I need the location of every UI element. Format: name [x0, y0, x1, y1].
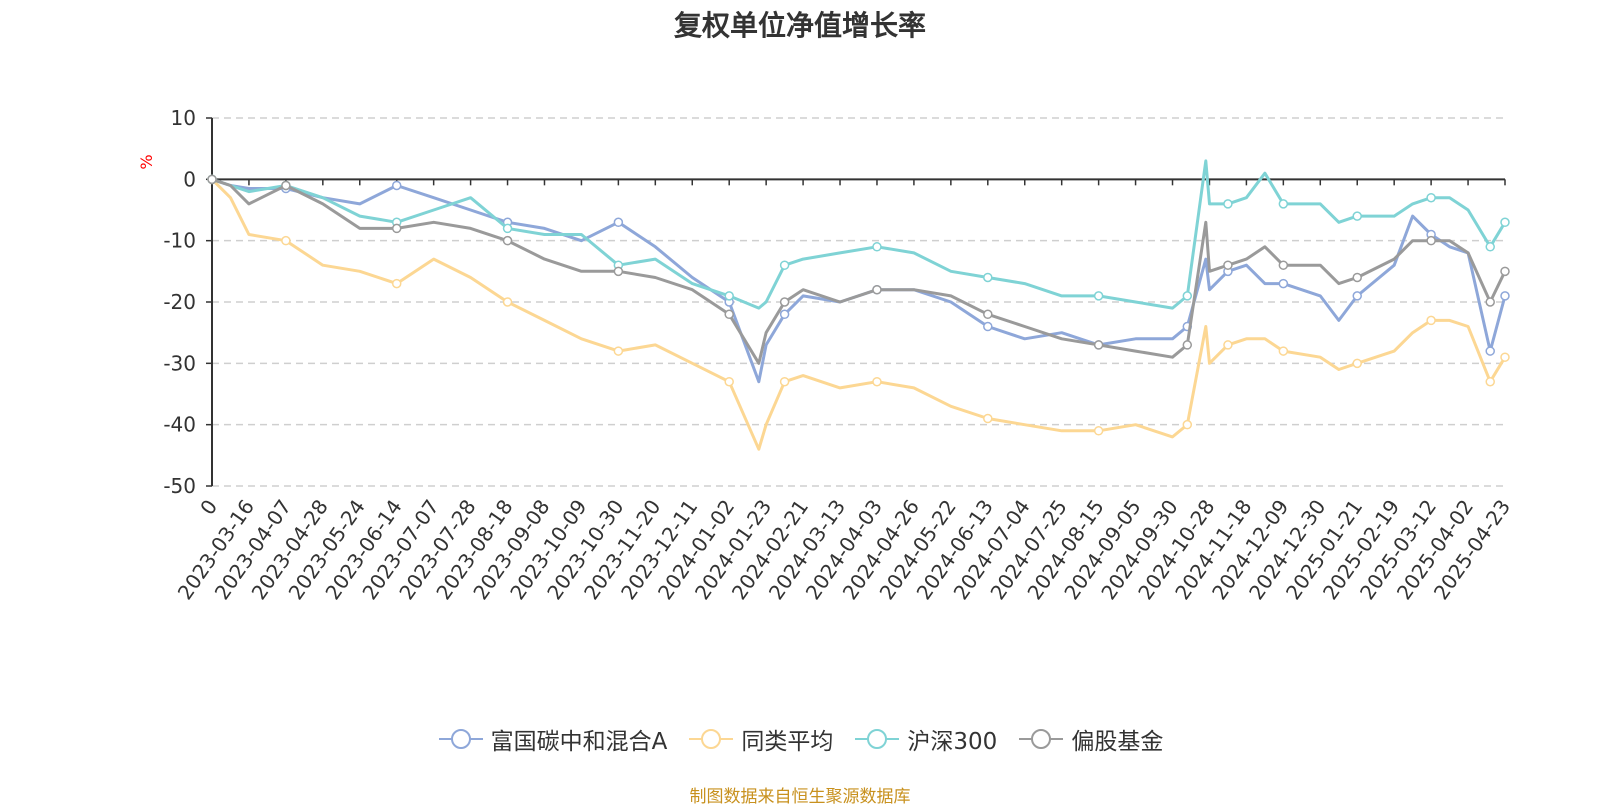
legend-label-index: 沪深300	[907, 729, 998, 755]
y-tick-label: -20	[163, 290, 196, 314]
series-point-1	[1485, 376, 1495, 387]
series-point-3	[1500, 266, 1510, 277]
series-point-0	[1352, 291, 1362, 301]
series-point-2	[1352, 211, 1362, 221]
series-point-2	[1182, 291, 1193, 301]
series-point-1	[281, 235, 291, 246]
series-point-3	[1223, 260, 1233, 270]
data-source-note: 制图数据来自恒生聚源数据库	[689, 787, 911, 807]
series-point-3	[724, 309, 734, 320]
y-tick-label: -10	[163, 229, 196, 253]
series-point-3	[1485, 297, 1495, 307]
series-point-3	[1093, 340, 1104, 350]
series-point-1	[1223, 340, 1233, 350]
series-point-3	[983, 309, 993, 320]
legend-marker-peer-icon	[689, 729, 734, 749]
series-point-1	[872, 376, 882, 387]
series-point-0	[1500, 291, 1510, 301]
series-point-0	[983, 321, 993, 332]
series-point-1	[1278, 346, 1289, 356]
chart-title: 复权单位净值增长率	[673, 9, 926, 42]
legend-label-peer: 同类平均	[741, 729, 834, 755]
series-point-2	[1500, 217, 1510, 228]
legend-label-equity: 偏股基金	[1071, 729, 1164, 755]
series-point-1	[1500, 352, 1510, 362]
legend-marker-equity-icon	[1019, 729, 1064, 749]
series-point-2	[1426, 192, 1436, 203]
series-point-2	[1223, 199, 1233, 209]
legend-item-peer[interactable]: 同类平均	[687, 722, 833, 756]
y-tick-label: 10	[171, 106, 196, 130]
series-point-2	[1278, 199, 1289, 209]
y-axis-unit-label: %	[137, 154, 156, 169]
y-tick-label: 0	[183, 167, 196, 191]
series-point-0	[1485, 346, 1495, 356]
series-point-3	[1278, 260, 1289, 270]
series-point-1	[983, 413, 993, 424]
series-point-3	[502, 235, 513, 246]
series-point-2	[983, 272, 993, 283]
series-line-3	[211, 177, 1507, 365]
legend-item-index[interactable]: 沪深300	[853, 722, 997, 756]
series-point-3	[779, 297, 790, 307]
series-point-0	[391, 180, 402, 191]
legend-item-fund[interactable]: 富国碳中和混合A	[437, 722, 668, 756]
series-point-2	[1093, 291, 1104, 301]
series-point-1	[779, 376, 790, 387]
series-point-3	[872, 284, 882, 295]
series-point-3	[207, 174, 217, 185]
y-tick-label: -50	[163, 474, 196, 498]
y-tick-label: -40	[163, 413, 196, 437]
series-line-2	[211, 159, 1507, 310]
series-layer	[207, 159, 1510, 451]
series-point-1	[724, 376, 734, 387]
series-point-0	[779, 309, 790, 320]
series-point-0	[613, 217, 624, 228]
series-point-0	[1278, 278, 1289, 289]
series-point-3	[281, 180, 291, 191]
series-point-1	[1093, 426, 1104, 436]
series-point-1	[502, 297, 513, 307]
series-point-2	[1485, 242, 1495, 252]
series-point-1	[1352, 358, 1362, 369]
series-point-1	[1426, 315, 1436, 326]
series-point-1	[613, 346, 624, 356]
series-point-3	[391, 223, 402, 234]
y-tick-label: -30	[163, 351, 196, 375]
legend-marker-fund-icon	[438, 729, 483, 749]
series-point-3	[1352, 272, 1362, 283]
series-point-3	[1426, 235, 1436, 246]
series-point-3	[613, 266, 624, 277]
series-line-1	[210, 178, 1507, 451]
series-point-2	[872, 242, 882, 252]
series-point-1	[1182, 419, 1193, 430]
x-tick-label: 0	[195, 495, 222, 519]
series-point-2	[502, 223, 513, 234]
series-line-0	[211, 177, 1507, 384]
series-point-2	[724, 291, 734, 301]
legend-marker-index-icon	[855, 729, 900, 749]
series-point-1	[391, 278, 402, 289]
grid-layer	[212, 117, 1505, 487]
chart-legend: 富国碳中和混合A 同类平均 沪深300 偏股基金	[0, 722, 1600, 756]
legend-item-equity[interactable]: 偏股基金	[1017, 722, 1163, 756]
legend-label-fund: 富国碳中和混合A	[490, 729, 668, 755]
series-point-2	[779, 260, 790, 270]
series-point-3	[1182, 340, 1193, 350]
